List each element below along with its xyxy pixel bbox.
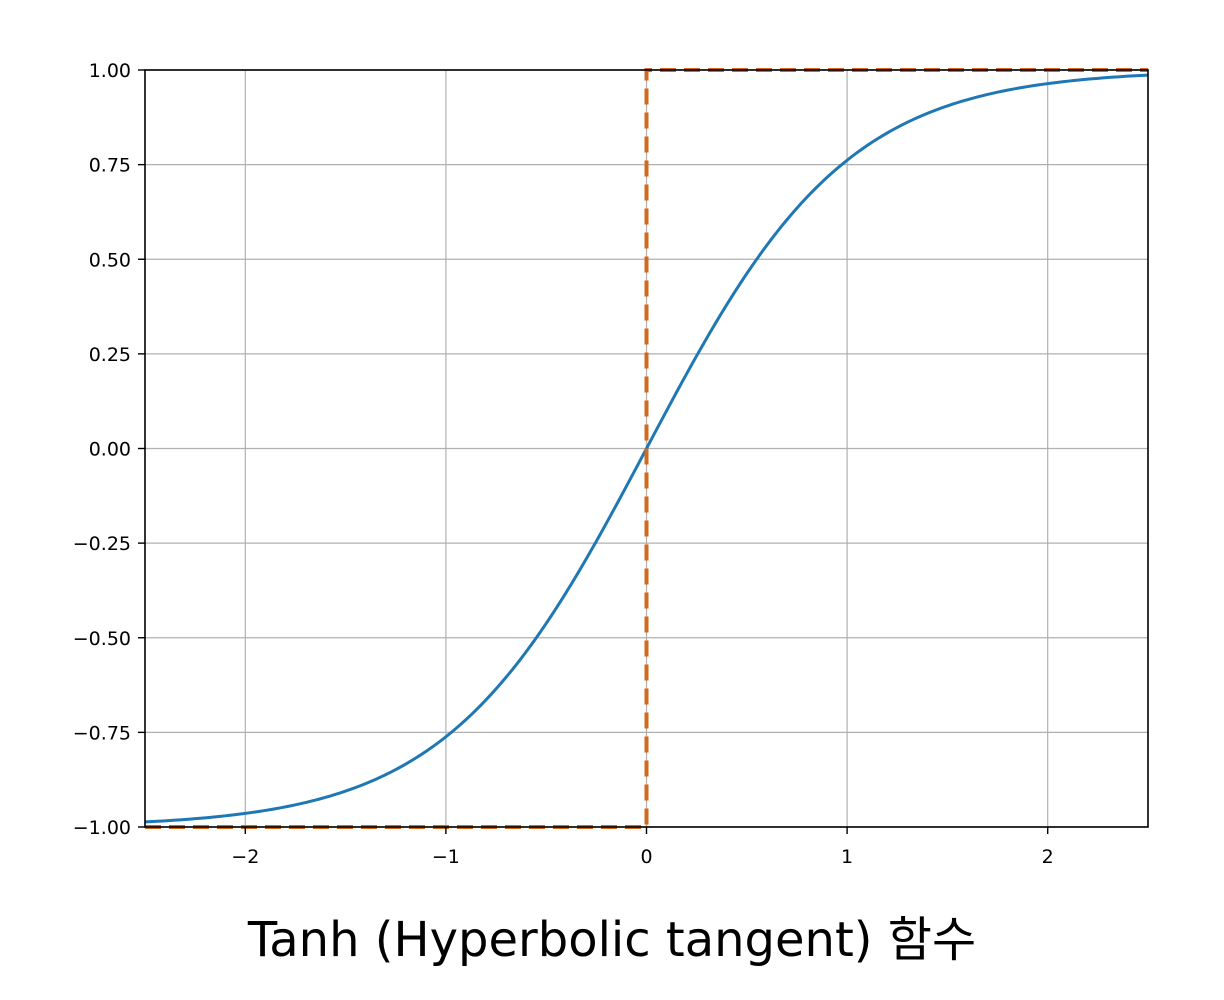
y-tick-label: −0.50: [73, 628, 131, 650]
x-tick-label: 1: [841, 846, 853, 868]
x-tick-label: 2: [1042, 846, 1054, 868]
y-tick-label: 0.00: [89, 439, 131, 461]
y-tick-label: 0.75: [89, 155, 131, 177]
axis-ticks: −2 −1 0 1 2 −1.00 −0.75 −0.50 −0.25 0.00 0.25 0.50 0…: [73, 60, 1054, 868]
y-tick-label: −0.25: [73, 533, 131, 555]
tanh-chart: −2 −1 0 1 2 −1.00 −0.75 −0.50 −0.25 0.00 0.25 0.50 0…: [73, 60, 1149, 868]
y-tick-label: 1.00: [89, 60, 131, 82]
y-tick-label: 0.50: [89, 249, 131, 271]
y-tick-label: 0.25: [89, 344, 131, 366]
chart-caption: Tanh (Hyperbolic tangent) 함수: [247, 912, 977, 968]
y-tick-label: −1.00: [73, 817, 131, 839]
x-tick-label: −2: [231, 846, 259, 868]
x-tick-label: −1: [432, 846, 460, 868]
y-tick-label: −0.75: [73, 722, 131, 744]
x-tick-label: 0: [640, 846, 652, 868]
